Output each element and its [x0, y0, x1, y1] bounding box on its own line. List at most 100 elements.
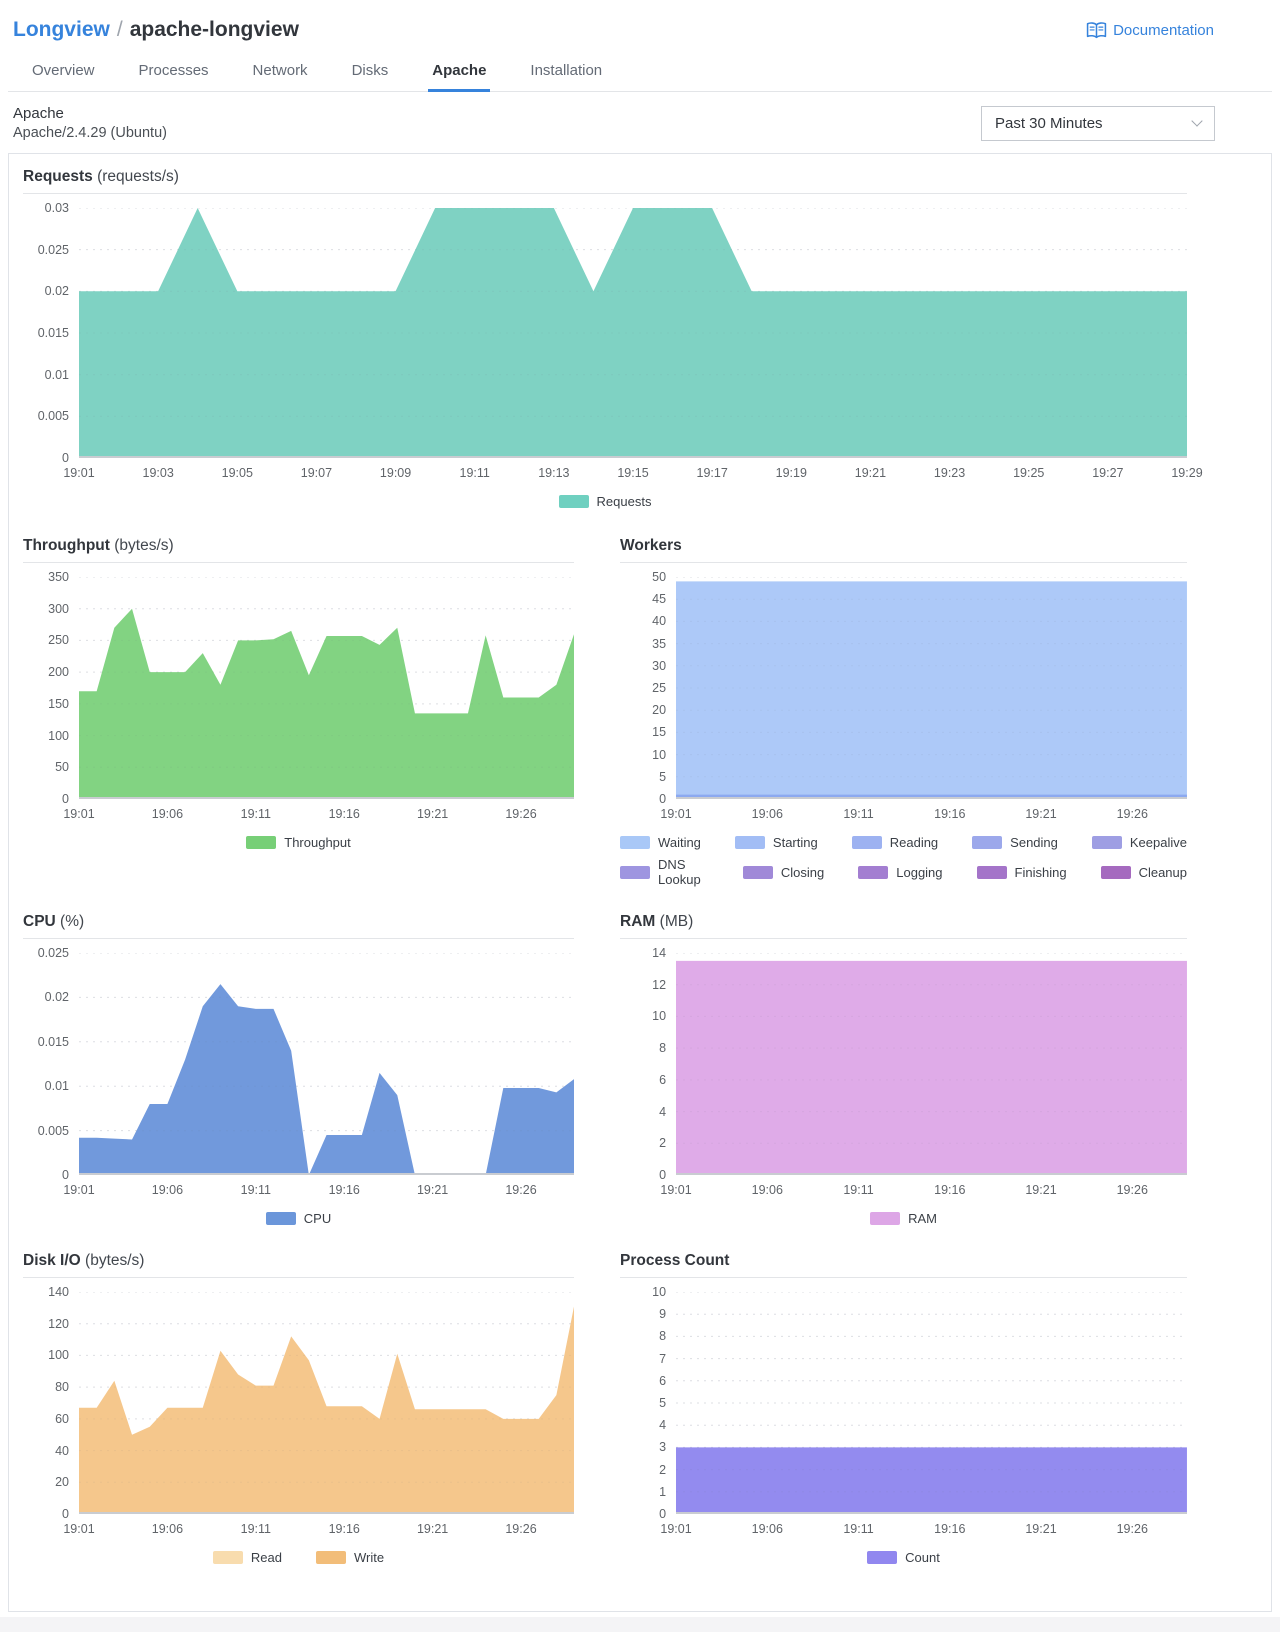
y-axis: 0 2 4 6 8 10 12 14: [620, 946, 676, 1182]
legend-swatch: [620, 836, 651, 849]
legend-row: Count: [620, 1550, 1187, 1565]
tab-overview[interactable]: Overview: [32, 62, 95, 79]
legend-label: Cleanup: [1138, 864, 1187, 880]
y-tick-label: 250: [48, 633, 69, 648]
chart-title: Disk I/O (bytes/s): [23, 1252, 145, 1269]
y-tick-label: 20: [55, 1475, 69, 1490]
legend-swatch: [851, 836, 882, 849]
breadcrumb-longview-link[interactable]: Longview: [13, 18, 110, 41]
y-axis: 0 1 2 3 4 5 6 7 8 9 10: [620, 1285, 676, 1521]
legend-swatch: [867, 1551, 898, 1564]
y-tick-label: 0.015: [37, 326, 69, 340]
y-tick-label: 2: [659, 1462, 667, 1477]
tab-disks[interactable]: Disks: [351, 62, 389, 79]
section-title: Apache: [13, 105, 64, 122]
x-tick-label: 19:01: [63, 807, 95, 821]
chart-title: CPU (%): [23, 913, 85, 930]
area-plot: [79, 208, 1187, 458]
chart-process-count: Process Count 0 1 2 3 4 5 6 7 8 9 10 19:01 19:06 19:…: [620, 1252, 1187, 1565]
y-tick-label: 3: [659, 1440, 667, 1455]
x-axis: 19:01 19:06 19:11 19:16 19:21 19:26: [660, 805, 1187, 827]
tab-processes[interactable]: Processes: [138, 62, 209, 79]
x-axis: 19:01 19:06 19:11 19:16 19:21 19:26: [660, 1181, 1187, 1203]
footer-bar: [0, 1617, 1280, 1632]
x-tick-label: 19:06: [751, 1522, 783, 1536]
chart-ram: RAM (MB) 0 2 4 6 8 10 12 14 19:01 19:06 19:11 19:1…: [620, 913, 1187, 1226]
y-tick-label: 25: [652, 681, 667, 695]
x-axis: 19:01 19:03 19:05 19:07 19:09 19:11 19:13 19:15…: [63, 464, 1202, 486]
y-tick-label: 0.025: [37, 242, 69, 257]
tab-network[interactable]: Network: [252, 62, 308, 79]
documentation-link[interactable]: Documentation: [1085, 21, 1214, 40]
x-tick-label: 19:16: [328, 1522, 360, 1536]
x-tick-label: 19:06: [751, 807, 783, 821]
divider: [23, 1277, 575, 1278]
x-tick-label: 19:11: [843, 1522, 874, 1536]
x-tick-label: 19:01: [63, 1183, 95, 1197]
x-tick-label: 19:11: [843, 807, 874, 821]
legend-label: Keepalive: [1129, 835, 1187, 850]
charts-panel: Requests (requests/s) 0 0.005 0.01 0.015 0.0…: [8, 153, 1272, 1612]
y-tick-label: 1: [659, 1484, 667, 1499]
legend-item-requests: Requests: [558, 494, 651, 509]
chart-legend: Waiting Starting Reading Sending Keepalive DN…: [620, 835, 1187, 887]
divider: [23, 562, 575, 563]
divider: [23, 938, 575, 939]
area-plot: [676, 953, 1187, 1175]
legend-label: CPU: [303, 1211, 332, 1226]
time-range-select[interactable]: Past 30 Minutes: [981, 105, 1215, 141]
x-tick-label: 19:01: [660, 1183, 692, 1197]
chart-title: Process Count: [620, 1252, 730, 1269]
legend-item-reading: Reading: [851, 835, 939, 850]
x-tick-label: 19:21: [416, 1183, 449, 1197]
legend-item-count: Count: [867, 1550, 940, 1565]
x-axis: 19:01 19:06 19:11 19:16 19:21 19:26: [63, 1181, 574, 1203]
chart-legend: Count: [620, 1550, 1187, 1565]
tab-apache[interactable]: Apache: [428, 58, 491, 92]
y-tick-label: 100: [48, 1348, 69, 1363]
apache-toolbar: Apache Apache/2.4.29 (Ubuntu) Past 30 Mi…: [0, 92, 1280, 153]
legend-row: Throughput: [23, 835, 574, 850]
y-tick-label: 0: [62, 792, 69, 806]
legend-item-keepalive: Keepalive: [1091, 835, 1187, 850]
y-tick-label: 30: [652, 658, 667, 673]
legend-label: Reading: [889, 835, 939, 850]
chart-cpu: CPU (%) 0 0.005 0.01 0.015 0.02 0.025 19:01 19…: [23, 913, 575, 1226]
legend-row: DNS Lookup Closing Logging Finishing Cleanup: [620, 857, 1187, 887]
y-tick-label: 6: [659, 1373, 667, 1388]
chart-title: Throughput (bytes/s): [23, 537, 174, 554]
x-tick-label: 19:11: [240, 1522, 271, 1536]
legend-item-waiting: Waiting: [620, 835, 701, 850]
y-tick-label: 80: [55, 1380, 69, 1395]
legend-swatch: [620, 865, 651, 879]
y-tick-label: 45: [652, 592, 667, 607]
charts-grid: Throughput (bytes/s) 0 50 100 150 200 250 300 3…: [23, 537, 1187, 1565]
x-tick-label: 19:01: [63, 466, 95, 480]
y-tick-label: 12: [652, 977, 667, 992]
x-axis: 19:01 19:06 19:11 19:16 19:21 19:26: [63, 805, 574, 827]
chevron-down-icon: [1191, 115, 1203, 127]
legend-item-write: Write: [316, 1550, 384, 1565]
x-tick-label: 19:13: [538, 466, 570, 480]
y-tick-label: 8: [659, 1329, 667, 1344]
chart-title: Workers: [620, 537, 682, 554]
y-tick-label: 0.005: [37, 1123, 69, 1138]
x-tick-label: 19:21: [854, 466, 887, 480]
y-axis: 0 0.005 0.01 0.015 0.02 0.025: [23, 946, 79, 1182]
y-tick-label: 0.02: [44, 990, 69, 1005]
legend-swatch: [1100, 865, 1131, 879]
y-tick-label: 50: [652, 570, 667, 584]
y-tick-label: 120: [48, 1316, 69, 1331]
legend-row: Waiting Starting Reading Sending Keepalive: [620, 835, 1187, 850]
y-tick-label: 9: [659, 1307, 667, 1322]
legend-label: Logging: [896, 864, 943, 880]
y-tick-label: 0.015: [37, 1034, 69, 1049]
legend-row: Requests: [23, 494, 1187, 509]
x-tick-label: 19:06: [151, 807, 184, 821]
y-tick-label: 300: [48, 601, 69, 616]
y-tick-label: 14: [652, 946, 667, 960]
legend-label: Waiting: [658, 835, 701, 850]
x-tick-label: 19:16: [934, 1183, 966, 1197]
x-axis: 19:01 19:06 19:11 19:16 19:21 19:26: [660, 1520, 1187, 1542]
tab-installation[interactable]: Installation: [530, 62, 603, 79]
